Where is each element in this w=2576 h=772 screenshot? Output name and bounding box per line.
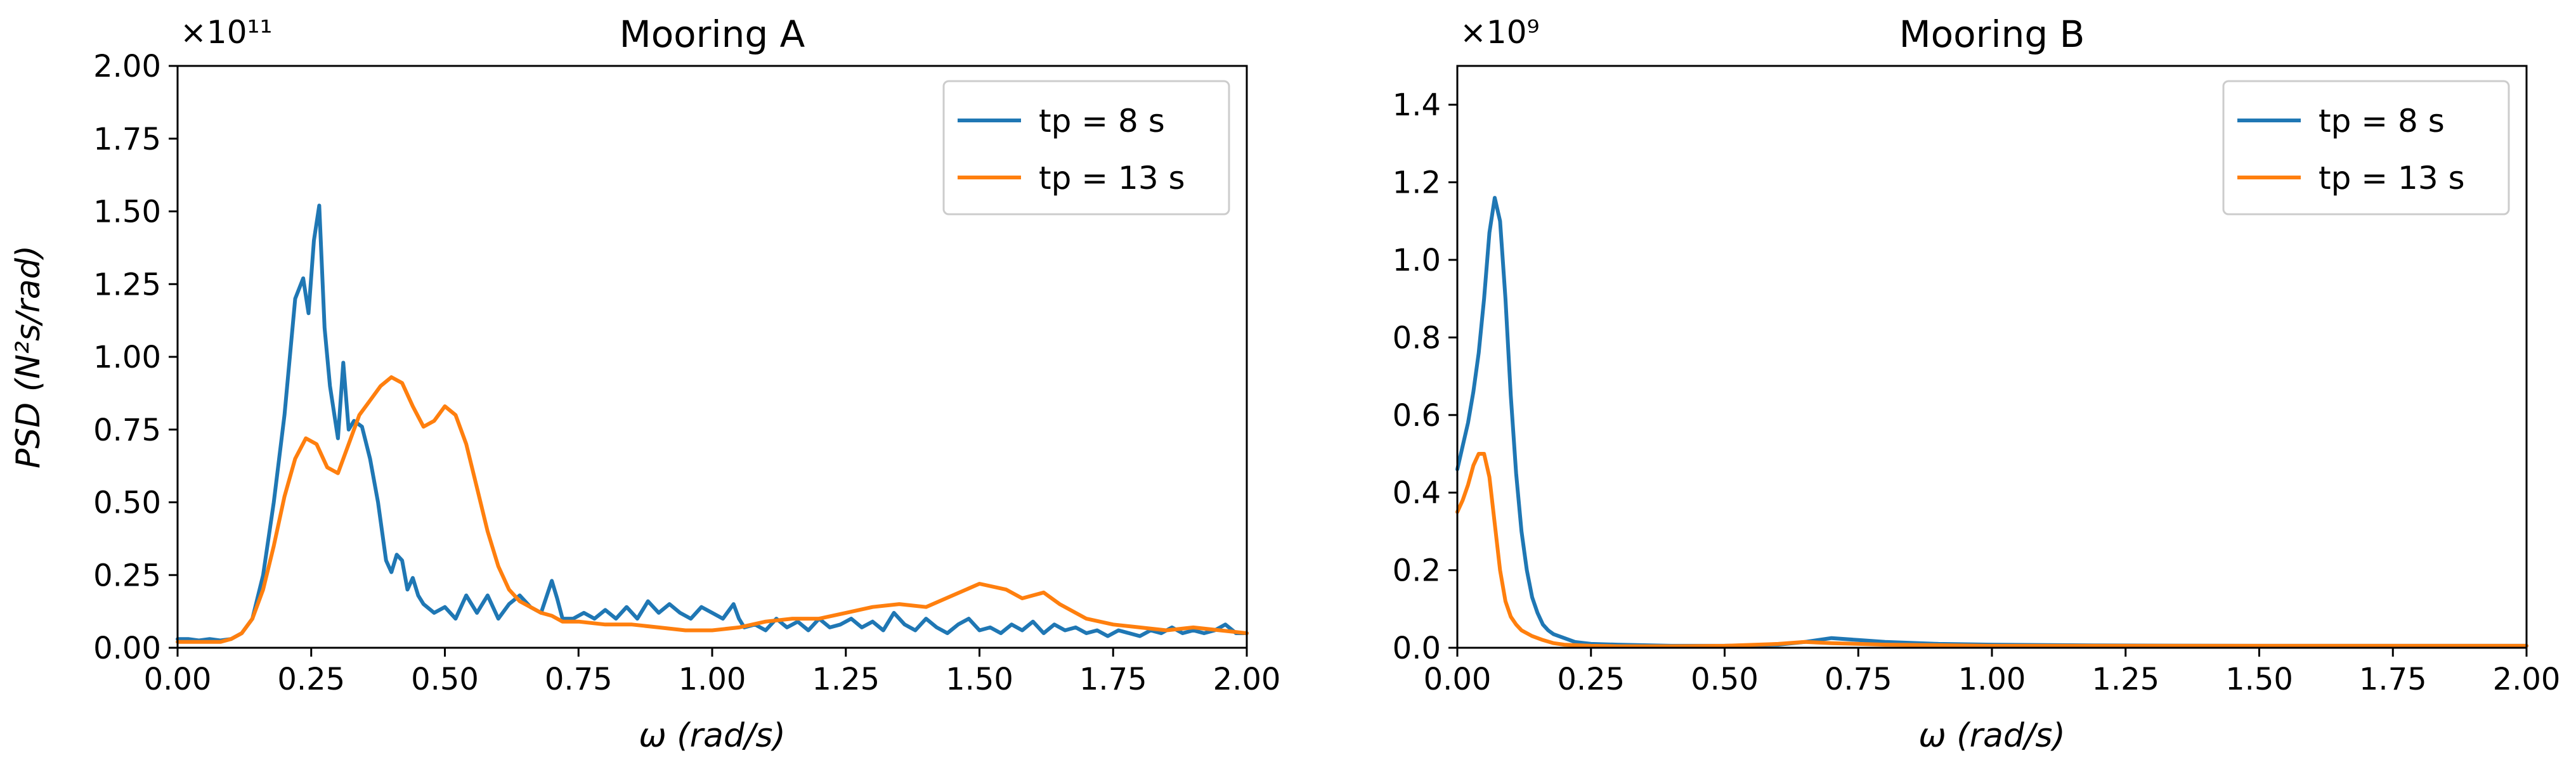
y-tick-label: 0.50 bbox=[93, 486, 161, 521]
y-tick-label: 1.75 bbox=[93, 122, 161, 157]
y-tick-label: 1.4 bbox=[1393, 87, 1441, 123]
x-tick-label: 0.75 bbox=[1825, 662, 1892, 697]
y-tick-label: 0.6 bbox=[1393, 398, 1441, 434]
x-tick-label: 1.75 bbox=[1079, 662, 1147, 697]
plot-area: 0.00 0.25 0.50 0.75 1.00 1.25 1.50 1.75 2.00 0.0 0… bbox=[1393, 65, 2561, 697]
legend-label: tp = 13 s bbox=[1039, 160, 1185, 196]
x-axis-label: ω (rad/s) bbox=[1918, 717, 2065, 755]
legend-label: tp = 13 s bbox=[2319, 160, 2465, 196]
y-tick-label: 0.2 bbox=[1393, 553, 1441, 589]
y-axis-label: PSD (N²s/rad) bbox=[10, 245, 48, 468]
x-tick-label: 1.00 bbox=[679, 662, 746, 697]
x-axis-label: ω (rad/s) bbox=[639, 717, 786, 755]
panel-mooring-a: Mooring A ×10¹¹ ω (rad/s) PSD (N²s/rad) … bbox=[10, 13, 1280, 755]
x-tick-label: 0.25 bbox=[277, 662, 345, 697]
plot-area: 0.00 0.25 0.50 0.75 1.00 1.25 1.50 1.75 2.00 0.00… bbox=[93, 49, 1280, 697]
y-tick-label: 0.8 bbox=[1393, 320, 1441, 356]
y-tick-label: 0.00 bbox=[93, 631, 161, 666]
y-tick-label: 2.00 bbox=[93, 49, 161, 84]
x-tick-label: 1.50 bbox=[946, 662, 1013, 697]
x-tick-label: 0.00 bbox=[1424, 662, 1492, 697]
y-tick-label: 0.75 bbox=[93, 413, 161, 448]
chart-title: Mooring A bbox=[620, 13, 805, 56]
y-multiplier: ×10¹¹ bbox=[180, 14, 273, 51]
x-tick-label: 0.75 bbox=[545, 662, 613, 697]
series-line-tp8 bbox=[176, 203, 1249, 643]
y-tick-label: 0.4 bbox=[1393, 475, 1441, 511]
x-tick-label: 1.75 bbox=[2359, 662, 2427, 697]
legend-label: tp = 8 s bbox=[2319, 103, 2445, 139]
x-tick-label: 1.50 bbox=[2225, 662, 2293, 697]
x-tick-label: 0.25 bbox=[1557, 662, 1625, 697]
y-tick-label: 1.25 bbox=[93, 267, 161, 302]
y-tick-label: 1.0 bbox=[1393, 243, 1441, 278]
y-tick-label: 1.50 bbox=[93, 195, 161, 230]
series-line-tp13 bbox=[176, 375, 1249, 644]
legend: tp = 8 s tp = 13 s bbox=[942, 80, 1230, 216]
legend-box bbox=[942, 80, 1230, 216]
y-tick-label: 1.00 bbox=[93, 340, 161, 375]
x-tick-label: 2.00 bbox=[1213, 662, 1281, 697]
legend: tp = 8 s tp = 13 s bbox=[2222, 80, 2510, 216]
series-line-tp13 bbox=[1455, 452, 2528, 648]
panel-mooring-b: Mooring B ×10⁹ ω (rad/s) 0.00 0.25 0.50 0.7… bbox=[1393, 13, 2561, 755]
y-tick-label: 0.25 bbox=[93, 558, 161, 593]
chart-title: Mooring B bbox=[1899, 13, 2085, 56]
legend-label: tp = 8 s bbox=[1039, 103, 1165, 139]
x-tick-label: 2.00 bbox=[2493, 662, 2561, 697]
x-tick-label: 0.00 bbox=[144, 662, 212, 697]
x-tick-label: 0.50 bbox=[411, 662, 479, 697]
legend-box bbox=[2222, 80, 2510, 216]
x-tick-label: 1.25 bbox=[812, 662, 880, 697]
y-tick-label: 1.2 bbox=[1393, 165, 1441, 201]
y-multiplier: ×10⁹ bbox=[1460, 14, 1540, 51]
x-tick-label: 1.00 bbox=[1958, 662, 2026, 697]
y-tick-label: 0.0 bbox=[1393, 631, 1441, 666]
series-line-tp8 bbox=[1455, 196, 2528, 648]
x-tick-label: 1.25 bbox=[2091, 662, 2159, 697]
x-tick-label: 0.50 bbox=[1691, 662, 1759, 697]
